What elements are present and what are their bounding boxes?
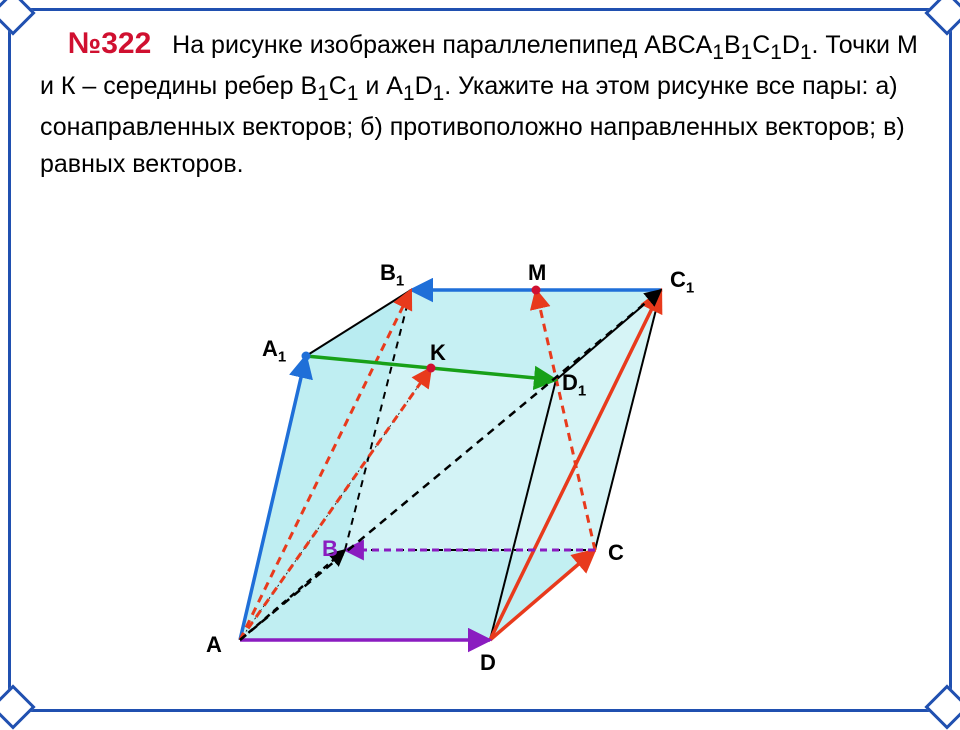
vertex-label-A1: A1	[262, 336, 286, 365]
vertex-label-A: A	[206, 632, 222, 658]
vertex-label-B: B	[322, 536, 338, 562]
vertex-label-M: M	[528, 260, 546, 286]
vertex-label-D: D	[480, 650, 496, 676]
vertex-label-C1: C1	[670, 267, 694, 296]
vertex-label-B1: B1	[380, 260, 404, 289]
vertex-label-C: C	[608, 540, 624, 566]
parallelepiped-diagram	[0, 0, 960, 720]
vertex-label-D1: D1	[562, 370, 586, 399]
vertex-label-K: K	[430, 340, 446, 366]
